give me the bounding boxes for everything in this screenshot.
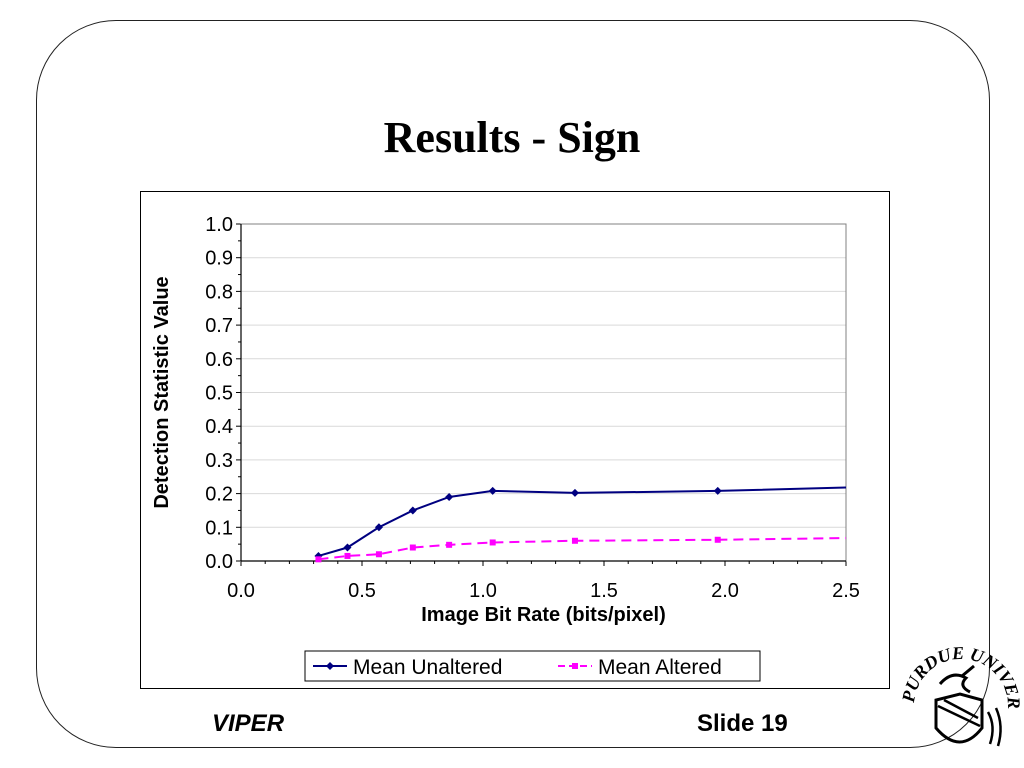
data-point <box>446 541 453 548</box>
data-point <box>570 488 579 497</box>
x-tick-label: 0.5 <box>348 580 376 602</box>
data-point <box>408 506 417 515</box>
chart-area <box>140 191 890 689</box>
legend-box <box>304 650 761 682</box>
slide-number: Slide 19 <box>697 710 788 737</box>
x-tick-label: 1.0 <box>469 580 497 602</box>
x-tick-label: 2.5 <box>832 580 860 602</box>
x-axis-label: Image Bit Rate (bits/pixel) <box>421 604 666 626</box>
series-line <box>318 537 847 561</box>
data-point <box>315 556 322 563</box>
x-tick-label: 2.0 <box>711 580 739 602</box>
x-tick-label: 0.0 <box>227 580 255 602</box>
y-tick-label: 0.6 <box>205 349 233 371</box>
y-tick-label: 0.4 <box>205 416 233 438</box>
y-tick-label: 0.0 <box>205 551 233 573</box>
y-tick-label: 0.2 <box>205 484 233 506</box>
line-chart: 0.0 0.1 0.2 0.3 0.4 0.5 0.6 0.7 0.8 0.9 1.0 0.0 0.5 1… <box>151 214 860 682</box>
logo-lettering: PURDUE UNIVERSITY <box>900 636 1022 709</box>
y-tick-label: 0.8 <box>205 281 233 303</box>
y-tick-label: 0.5 <box>205 383 233 405</box>
legend: Mean Unaltered Mean Altered <box>304 650 761 682</box>
slide-title: Results - Sign <box>383 113 641 162</box>
x-tick-label: 1.5 <box>590 580 618 602</box>
data-point <box>489 539 496 546</box>
data-point <box>409 544 416 551</box>
series-line <box>318 486 847 557</box>
data-point <box>374 523 383 532</box>
data-point <box>343 543 352 552</box>
legend-marker <box>326 662 334 670</box>
data-point <box>445 492 454 501</box>
data-point <box>488 486 497 495</box>
svg-text:PURDUE UNIVERSITY: PURDUE UNIVERSITY <box>900 636 1022 709</box>
y-tick-label: 0.7 <box>205 315 233 337</box>
y-tick-label: 0.1 <box>205 517 233 539</box>
slide-frame <box>36 20 990 748</box>
purdue-university-logo: PURDUE UNIVERSITY <box>900 636 1022 747</box>
data-point <box>714 536 721 543</box>
data-point <box>375 551 382 558</box>
y-tick-label: 0.3 <box>205 450 233 472</box>
y-tick-label: 0.9 <box>205 248 233 270</box>
legend-label-altered: Mean Altered <box>598 656 722 679</box>
y-tick-label: 1.0 <box>205 214 233 236</box>
data-point <box>713 486 722 495</box>
data-point <box>344 552 351 559</box>
y-axis-label: Detection Statistic Value <box>151 276 173 508</box>
footer-viper: VIPER <box>212 710 285 737</box>
legend-label-unaltered: Mean Unaltered <box>353 656 502 679</box>
data-point <box>571 537 578 544</box>
legend-marker <box>572 663 578 669</box>
